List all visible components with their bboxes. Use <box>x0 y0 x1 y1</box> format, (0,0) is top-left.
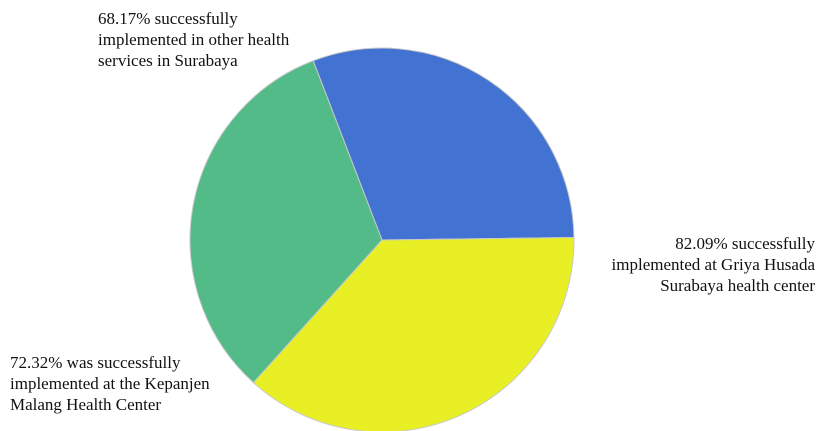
slice-label-line: implemented in other health <box>98 30 290 49</box>
slice-label-line: 72.32% was successfully <box>10 353 181 372</box>
slice-label-line: 68.17% successfully <box>98 9 238 28</box>
slice-label-line: 82.09% successfully <box>675 234 815 253</box>
pie-slice-other-health-services <box>312 47 575 241</box>
slice-label-line: Surabaya health center <box>660 276 815 295</box>
slice-label-line: Malang Health Center <box>10 395 162 414</box>
slice-label-other-health-services: 68.17% successfully implemented in other… <box>98 8 289 71</box>
slice-label-griya-husada: 82.09% successfully implemented at Griya… <box>582 233 815 296</box>
slice-label-kepanjen-malang: 72.32% was successfully implemented at t… <box>10 352 210 415</box>
slice-label-line: services in Surabaya <box>98 51 238 70</box>
pie-slice-griya-husada <box>252 237 575 431</box>
pie-slice-kepanjen-malang <box>189 60 383 384</box>
pie-slices <box>189 47 575 431</box>
slice-label-line: implemented at the Kepanjen <box>10 374 210 393</box>
slice-label-line: implemented at Griya Husada <box>611 255 815 274</box>
